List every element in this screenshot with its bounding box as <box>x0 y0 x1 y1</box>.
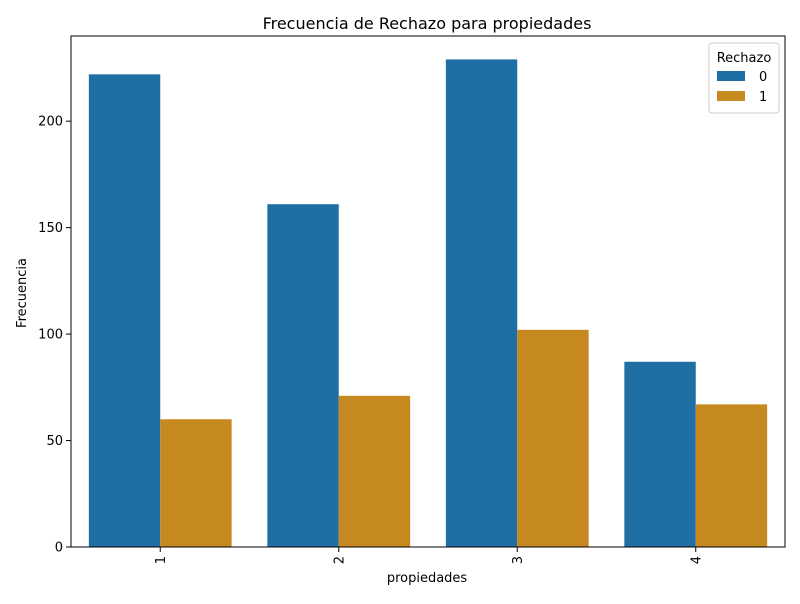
legend-label-1: 1 <box>759 90 767 105</box>
y-tick-label: 150 <box>38 221 63 236</box>
bar-1-series-1 <box>160 419 232 547</box>
y-axis-label: Frecuencia <box>15 258 30 328</box>
y-tick-label: 50 <box>46 434 63 449</box>
chart-title: Frecuencia de Rechazo para propiedades <box>263 14 592 33</box>
bar-1-series-0 <box>88 74 161 547</box>
bar-2-series-1 <box>338 395 411 547</box>
bar-2-series-0 <box>267 204 339 547</box>
x-axis-label: propiedades <box>387 571 468 586</box>
x-tick-label: 1 <box>154 556 169 564</box>
bar-4-series-1 <box>695 404 768 547</box>
legend-swatch-1 <box>717 91 745 101</box>
plot-area: 0 50 100 150 200 1 2 3 4 <box>38 35 786 564</box>
bar-3-series-1 <box>517 329 589 547</box>
axes-frame <box>70 35 786 548</box>
bar-3-series-0 <box>445 59 518 547</box>
legend: Rechazo 0 1 <box>708 42 780 114</box>
legend-swatch-0 <box>717 71 745 81</box>
bar-4-series-0 <box>624 361 696 547</box>
y-tick-label: 0 <box>55 541 63 556</box>
y-tick-label: 200 <box>38 115 63 130</box>
x-tick-label: 3 <box>511 556 526 564</box>
legend-title: Rechazo <box>717 51 772 66</box>
x-tick-label: 2 <box>332 556 347 564</box>
x-tick-label: 4 <box>689 556 704 564</box>
legend-label-0: 0 <box>759 70 767 85</box>
y-tick-label: 100 <box>38 328 63 343</box>
